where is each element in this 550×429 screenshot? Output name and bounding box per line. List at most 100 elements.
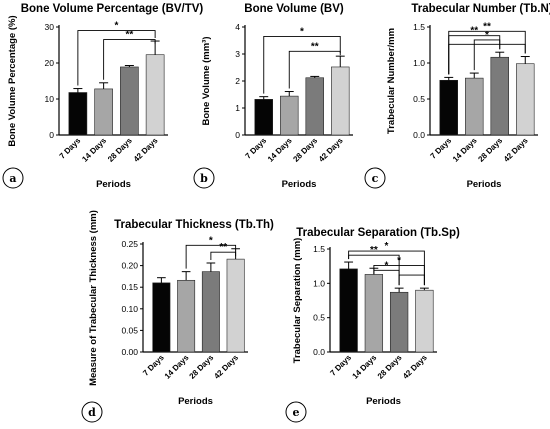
y-tick-label: 10 [45, 94, 55, 104]
chart-title: Trabecular Separation (Tb.Sp) [296, 227, 460, 239]
bar-28-days [389, 291, 409, 353]
category-label: 14 Days [451, 136, 479, 164]
x-axis-label: Periods [282, 179, 317, 190]
y-tick-label: 0.10 [121, 304, 138, 314]
category-label: 14 Days [351, 353, 379, 381]
category-label: 7 Days [58, 136, 83, 161]
panel-badge [2, 167, 24, 189]
y-tick-label: 4 [235, 22, 240, 32]
y-tick-label: 30 [45, 22, 55, 32]
chart-title: Bone Volume (BV) [244, 3, 344, 15]
category-label: 42 Days [212, 353, 240, 381]
bar-7-days [339, 268, 358, 353]
y-tick-label: 2 [235, 76, 240, 86]
bar-42-days [331, 66, 350, 136]
category-label: 14 Days [80, 136, 108, 164]
y-axis-label: Trabecular Number/mm [386, 28, 397, 134]
panel-badge-label: a [9, 172, 16, 185]
y-tick-label: 0.0 [313, 347, 325, 357]
y-tick-label: 0.0 [413, 130, 425, 140]
panel-badge-label: c [372, 172, 379, 185]
bar-7-days [152, 282, 171, 353]
y-tick-label: 1 [235, 103, 240, 113]
significance-label: * [485, 30, 489, 41]
chart-panel-b: Bone Volume (BV) 0 1 2 3 4 Bone Volume (mm³) 7 … [193, 3, 353, 190]
panel-badge [364, 167, 386, 189]
category-label: 14 Days [266, 136, 294, 164]
bar-28-days [305, 77, 324, 136]
category-label: 28 Days [476, 136, 504, 164]
y-tick-label: 1.5 [313, 244, 325, 254]
y-tick-label: 0.5 [413, 94, 425, 104]
significance-bracket [263, 36, 341, 94]
panel-badge-label: b [200, 172, 208, 185]
bar-14-days [465, 77, 484, 136]
y-axis-label: Bone Volume (mm³) [201, 36, 212, 125]
bar-28-days [120, 66, 139, 136]
panel-badge-label: e [293, 406, 300, 419]
y-tick-label: 3 [235, 49, 240, 59]
x-axis-label: Periods [96, 179, 131, 190]
y-axis-label: Measure of Trabecular Thickness (mm) [88, 210, 99, 386]
bar-42-days [145, 54, 165, 136]
y-tick-label: 0.5 [313, 313, 325, 323]
bar-42-days [415, 289, 434, 353]
significance-label: * [300, 26, 304, 37]
y-tick-label: 0.00 [121, 347, 138, 357]
y-tick-label: 0 [49, 130, 54, 140]
bar-7-days [68, 92, 88, 136]
category-label: 28 Days [188, 353, 216, 381]
bar-14-days [280, 95, 299, 136]
x-axis-label: Periods [467, 179, 502, 190]
chart-panel-e: Trabecular Separation (Tb.Sp) 0.0 0.5 1.0 1.… [285, 227, 460, 423]
category-label: 28 Days [291, 136, 319, 164]
category-label: 7 Days [244, 136, 269, 161]
bar-7-days [439, 79, 458, 136]
significance-bracket [210, 251, 237, 261]
category-label: 14 Days [163, 353, 191, 381]
bar-28-days [490, 56, 509, 136]
category-label: 42 Days [132, 136, 160, 164]
chart-panel-a: Bone Volume Percentage (BV/TV) 0 10 20 30 Bon… [2, 3, 204, 190]
significance-bracket [448, 43, 526, 75]
panel-badge-label: d [88, 406, 96, 419]
chart-title: Trabecular Thickness (Tb.Th) [114, 219, 274, 231]
significance-label: ** [125, 30, 133, 41]
significance-bracket [398, 274, 425, 286]
significance-label: ** [470, 26, 478, 37]
category-label: 7 Days [429, 136, 454, 161]
bar-42-days [226, 258, 245, 353]
significance-bracket [185, 244, 237, 269]
category-label: 42 Days [317, 136, 345, 164]
panel-badge [193, 167, 215, 189]
category-label: 42 Days [401, 353, 429, 381]
chart-panel-c: Trabecular Number (Tb.N) 0.0 0.5 1.0 1.5 Trab… [364, 3, 550, 190]
bar-14-days [364, 274, 384, 353]
significance-bracket [77, 30, 156, 86]
significance-label: ** [483, 21, 491, 32]
significance-bracket [288, 50, 341, 89]
bar-7-days [254, 99, 273, 136]
y-tick-label: 1.5 [413, 22, 425, 32]
bar-28-days [201, 271, 220, 353]
chart-title: Trabecular Number (Tb.N) [411, 3, 550, 15]
y-tick-label: 1.0 [313, 278, 325, 288]
category-label: 42 Days [502, 136, 530, 164]
y-axis-label: Bone Volume Percentage (%) [7, 15, 18, 146]
category-label: 28 Days [106, 136, 134, 164]
bar-14-days [94, 88, 113, 136]
significance-label: ** [219, 242, 227, 253]
chart-panel-d: Trabecular Thickness (Tb.Th) 0.00 0.05 0.10… [81, 210, 274, 423]
significance-label: * [397, 255, 401, 266]
y-tick-label: 0.15 [121, 282, 138, 292]
panel-badge [81, 401, 103, 423]
significance-bracket [103, 39, 156, 80]
y-axis-label: Trabecular Separation (mm) [292, 238, 303, 364]
panel-badge [285, 401, 307, 423]
significance-label: * [385, 241, 389, 252]
chart-title: Bone Volume Percentage (BV/TV) [21, 3, 204, 15]
x-axis-label: Periods [178, 396, 213, 407]
y-tick-label: 20 [45, 58, 55, 68]
y-tick-label: 0.05 [121, 325, 138, 335]
significance-label: ** [311, 41, 319, 52]
